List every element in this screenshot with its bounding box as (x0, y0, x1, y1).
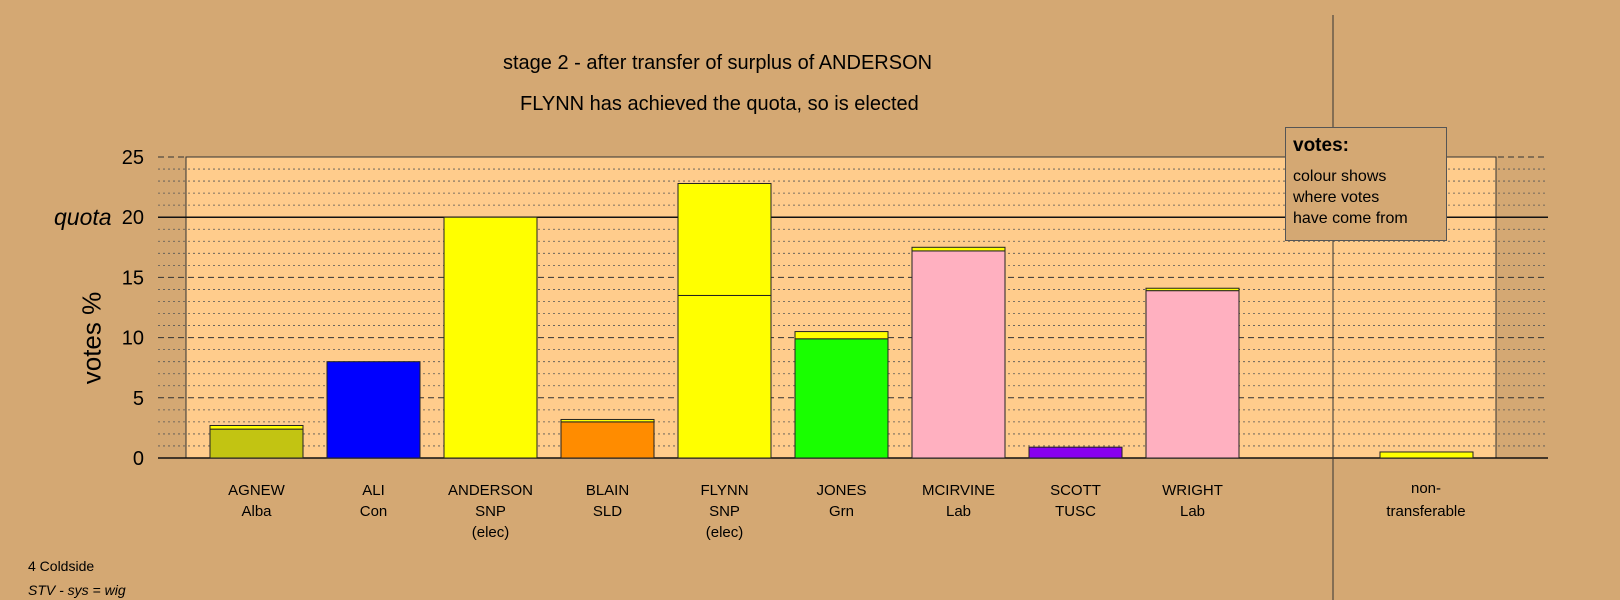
y-tick-label: 20 (122, 207, 144, 229)
x-tick-label-party: TUSC (1055, 503, 1096, 520)
x-tick-label-party: SNP (475, 503, 506, 520)
bar-segment (677, 294, 772, 459)
system-label: STV - sys = wig (28, 582, 126, 598)
bar-segment (560, 421, 655, 459)
y-tick-label: 0 (133, 448, 144, 470)
legend-title: votes: (1293, 135, 1349, 156)
x-tick-label-party: Con (360, 503, 388, 520)
x-tick-label-party: Lab (1180, 503, 1205, 520)
bar-segment (326, 361, 421, 459)
bar-segment (677, 182, 772, 296)
legend: votes: colour shows where votes have com… (1285, 127, 1447, 241)
x-tick-label: WRIGHT (1162, 482, 1223, 499)
legend-line: where votes (1293, 189, 1380, 206)
x-tick-label-party: Lab (946, 503, 971, 520)
chart-subtitle: FLYNN has achieved the quota, so is elec… (520, 93, 919, 115)
y-axis-label: votes % (76, 291, 107, 385)
x-tick-label-party: Grn (829, 503, 854, 520)
y-tick-label: 5 (133, 388, 144, 410)
x-tick-label: BLAIN (586, 482, 629, 499)
bar-segment (911, 250, 1006, 459)
x-tick-label: ALI (362, 482, 385, 499)
legend-line: have come from (1293, 210, 1408, 227)
bar-segment (1145, 290, 1240, 459)
x-tick-label: AGNEW (228, 482, 286, 499)
y-tick-label: 10 (122, 328, 144, 350)
non-transferable-label: non- (1411, 480, 1441, 497)
x-tick-label-status: (elec) (706, 524, 744, 541)
x-tick-label: FLYNN (700, 482, 748, 499)
x-tick-label-party: Alba (241, 503, 272, 520)
y-tick-label: 15 (122, 267, 144, 289)
bar-segment (443, 216, 538, 459)
chart-title: stage 2 - after transfer of surplus of A… (503, 52, 933, 74)
ward-label: 4 Coldside (28, 558, 95, 574)
bar-segment (209, 424, 304, 430)
bar-segment (209, 428, 304, 459)
non-transferable-bar (1379, 451, 1474, 459)
bar-segment (794, 338, 889, 459)
non-transferable-label: transferable (1386, 503, 1465, 520)
legend-line: colour shows (1293, 168, 1387, 185)
bar-segment (1028, 446, 1123, 459)
x-tick-label-party: SNP (709, 503, 740, 520)
bar-segment (911, 246, 1006, 252)
x-tick-label: SCOTT (1050, 482, 1101, 499)
bar-segment (1145, 287, 1240, 292)
x-tick-label: ANDERSON (448, 482, 533, 499)
quota-label: quota (54, 204, 112, 230)
bar-segment (560, 418, 655, 423)
x-tick-label: MCIRVINE (922, 482, 995, 499)
x-tick-label-status: (elec) (472, 524, 510, 541)
x-tick-label: JONES (816, 482, 866, 499)
y-tick-label: 25 (122, 147, 144, 169)
bar-segment (794, 331, 889, 340)
x-tick-label-party: SLD (593, 503, 622, 520)
